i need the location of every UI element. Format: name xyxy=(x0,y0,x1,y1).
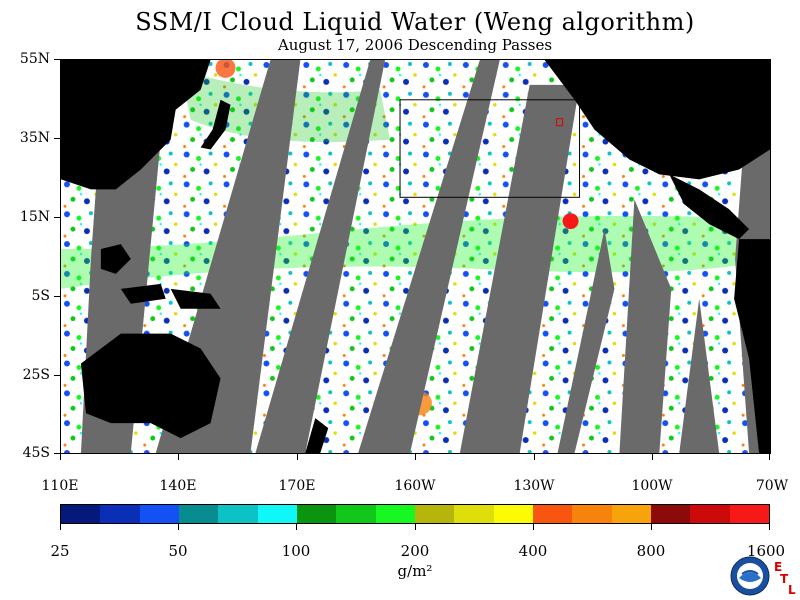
colorbar-segment-11 xyxy=(493,505,533,523)
lat-label-45s: 45S xyxy=(22,445,50,461)
chart-title: SSM/I Cloud Liquid Water (Weng algorithm… xyxy=(135,8,695,36)
map-graphic xyxy=(61,60,770,453)
colorbar-segment-4 xyxy=(218,505,258,523)
lon-tick xyxy=(178,454,179,460)
colorbar-segment-12 xyxy=(532,505,573,523)
lat-label-35n: 35N xyxy=(19,130,50,146)
colorbar-segment-2 xyxy=(139,505,179,523)
colorbar-segment-9 xyxy=(414,505,455,523)
colorbar-label: 800 xyxy=(636,542,666,560)
colorbar xyxy=(60,504,770,524)
colorbar-segment-15 xyxy=(650,505,691,523)
colorbar-tick xyxy=(178,524,179,530)
storm-cell xyxy=(562,213,579,230)
colorbar-label: 200 xyxy=(400,542,430,560)
colorbar-tick xyxy=(651,524,652,530)
colorbar-tick xyxy=(415,524,416,530)
lon-label-70w: 70W xyxy=(755,478,789,494)
colorbar-segment-5 xyxy=(257,505,297,523)
colorbar-segment-0 xyxy=(61,505,101,523)
lon-tick xyxy=(415,454,416,460)
colorbar-label: 100 xyxy=(281,542,311,560)
lon-tick xyxy=(297,454,298,460)
etl-letter-t: T xyxy=(780,572,789,586)
lon-tick xyxy=(769,454,770,460)
colorbar-segment-7 xyxy=(336,505,376,523)
colorbar-label: 400 xyxy=(518,542,548,560)
lat-tick xyxy=(54,59,60,60)
region-box xyxy=(399,99,581,198)
lon-label-170e: 170E xyxy=(278,478,316,494)
etl-letter-e: E xyxy=(774,560,783,574)
colorbar-segment-14 xyxy=(611,505,651,523)
etl-letter-l: L xyxy=(788,583,796,597)
lon-label-100w: 100W xyxy=(631,478,673,494)
colorbar-label: 25 xyxy=(50,542,70,560)
lat-label-25s: 25S xyxy=(22,367,50,383)
lon-label-110e: 110E xyxy=(41,478,79,494)
lon-label-140e: 140E xyxy=(159,478,197,494)
colorbar-segment-8 xyxy=(375,505,415,523)
colorbar-label: 1600 xyxy=(746,542,786,560)
lon-tick xyxy=(60,454,61,460)
lat-tick xyxy=(54,217,60,218)
colorbar-tick xyxy=(60,524,61,530)
colorbar-segment-1 xyxy=(100,505,140,523)
lon-tick xyxy=(534,454,535,460)
colorbar-segment-10 xyxy=(454,505,494,523)
colorbar-units: g/m² xyxy=(397,562,433,580)
map-panel xyxy=(60,59,771,454)
lon-label-160w: 160W xyxy=(394,478,436,494)
lat-label-15n: 15N xyxy=(19,209,50,225)
colorbar-tick xyxy=(769,524,770,530)
colorbar-tick xyxy=(533,524,534,530)
region-marker xyxy=(556,118,564,127)
colorbar-segment-13 xyxy=(572,505,612,523)
lat-tick xyxy=(54,375,60,376)
noaa-logo-icon xyxy=(730,556,770,596)
colorbar-segment-16 xyxy=(690,505,730,523)
lat-label-55n: 55N xyxy=(19,51,50,67)
colorbar-segment-17 xyxy=(729,505,769,523)
lon-label-130w: 130W xyxy=(513,478,555,494)
lat-tick xyxy=(54,138,60,139)
colorbar-segment-6 xyxy=(296,505,337,523)
colorbar-segment-3 xyxy=(178,505,219,523)
lon-tick xyxy=(652,454,653,460)
colorbar-label: 50 xyxy=(168,542,188,560)
lat-label-5s: 5S xyxy=(31,288,51,304)
lat-tick xyxy=(54,296,60,297)
lat-tick xyxy=(54,453,60,454)
land-masses xyxy=(61,60,770,453)
colorbar-tick xyxy=(296,524,297,530)
chart-subtitle: August 17, 2006 Descending Passes xyxy=(277,36,553,54)
